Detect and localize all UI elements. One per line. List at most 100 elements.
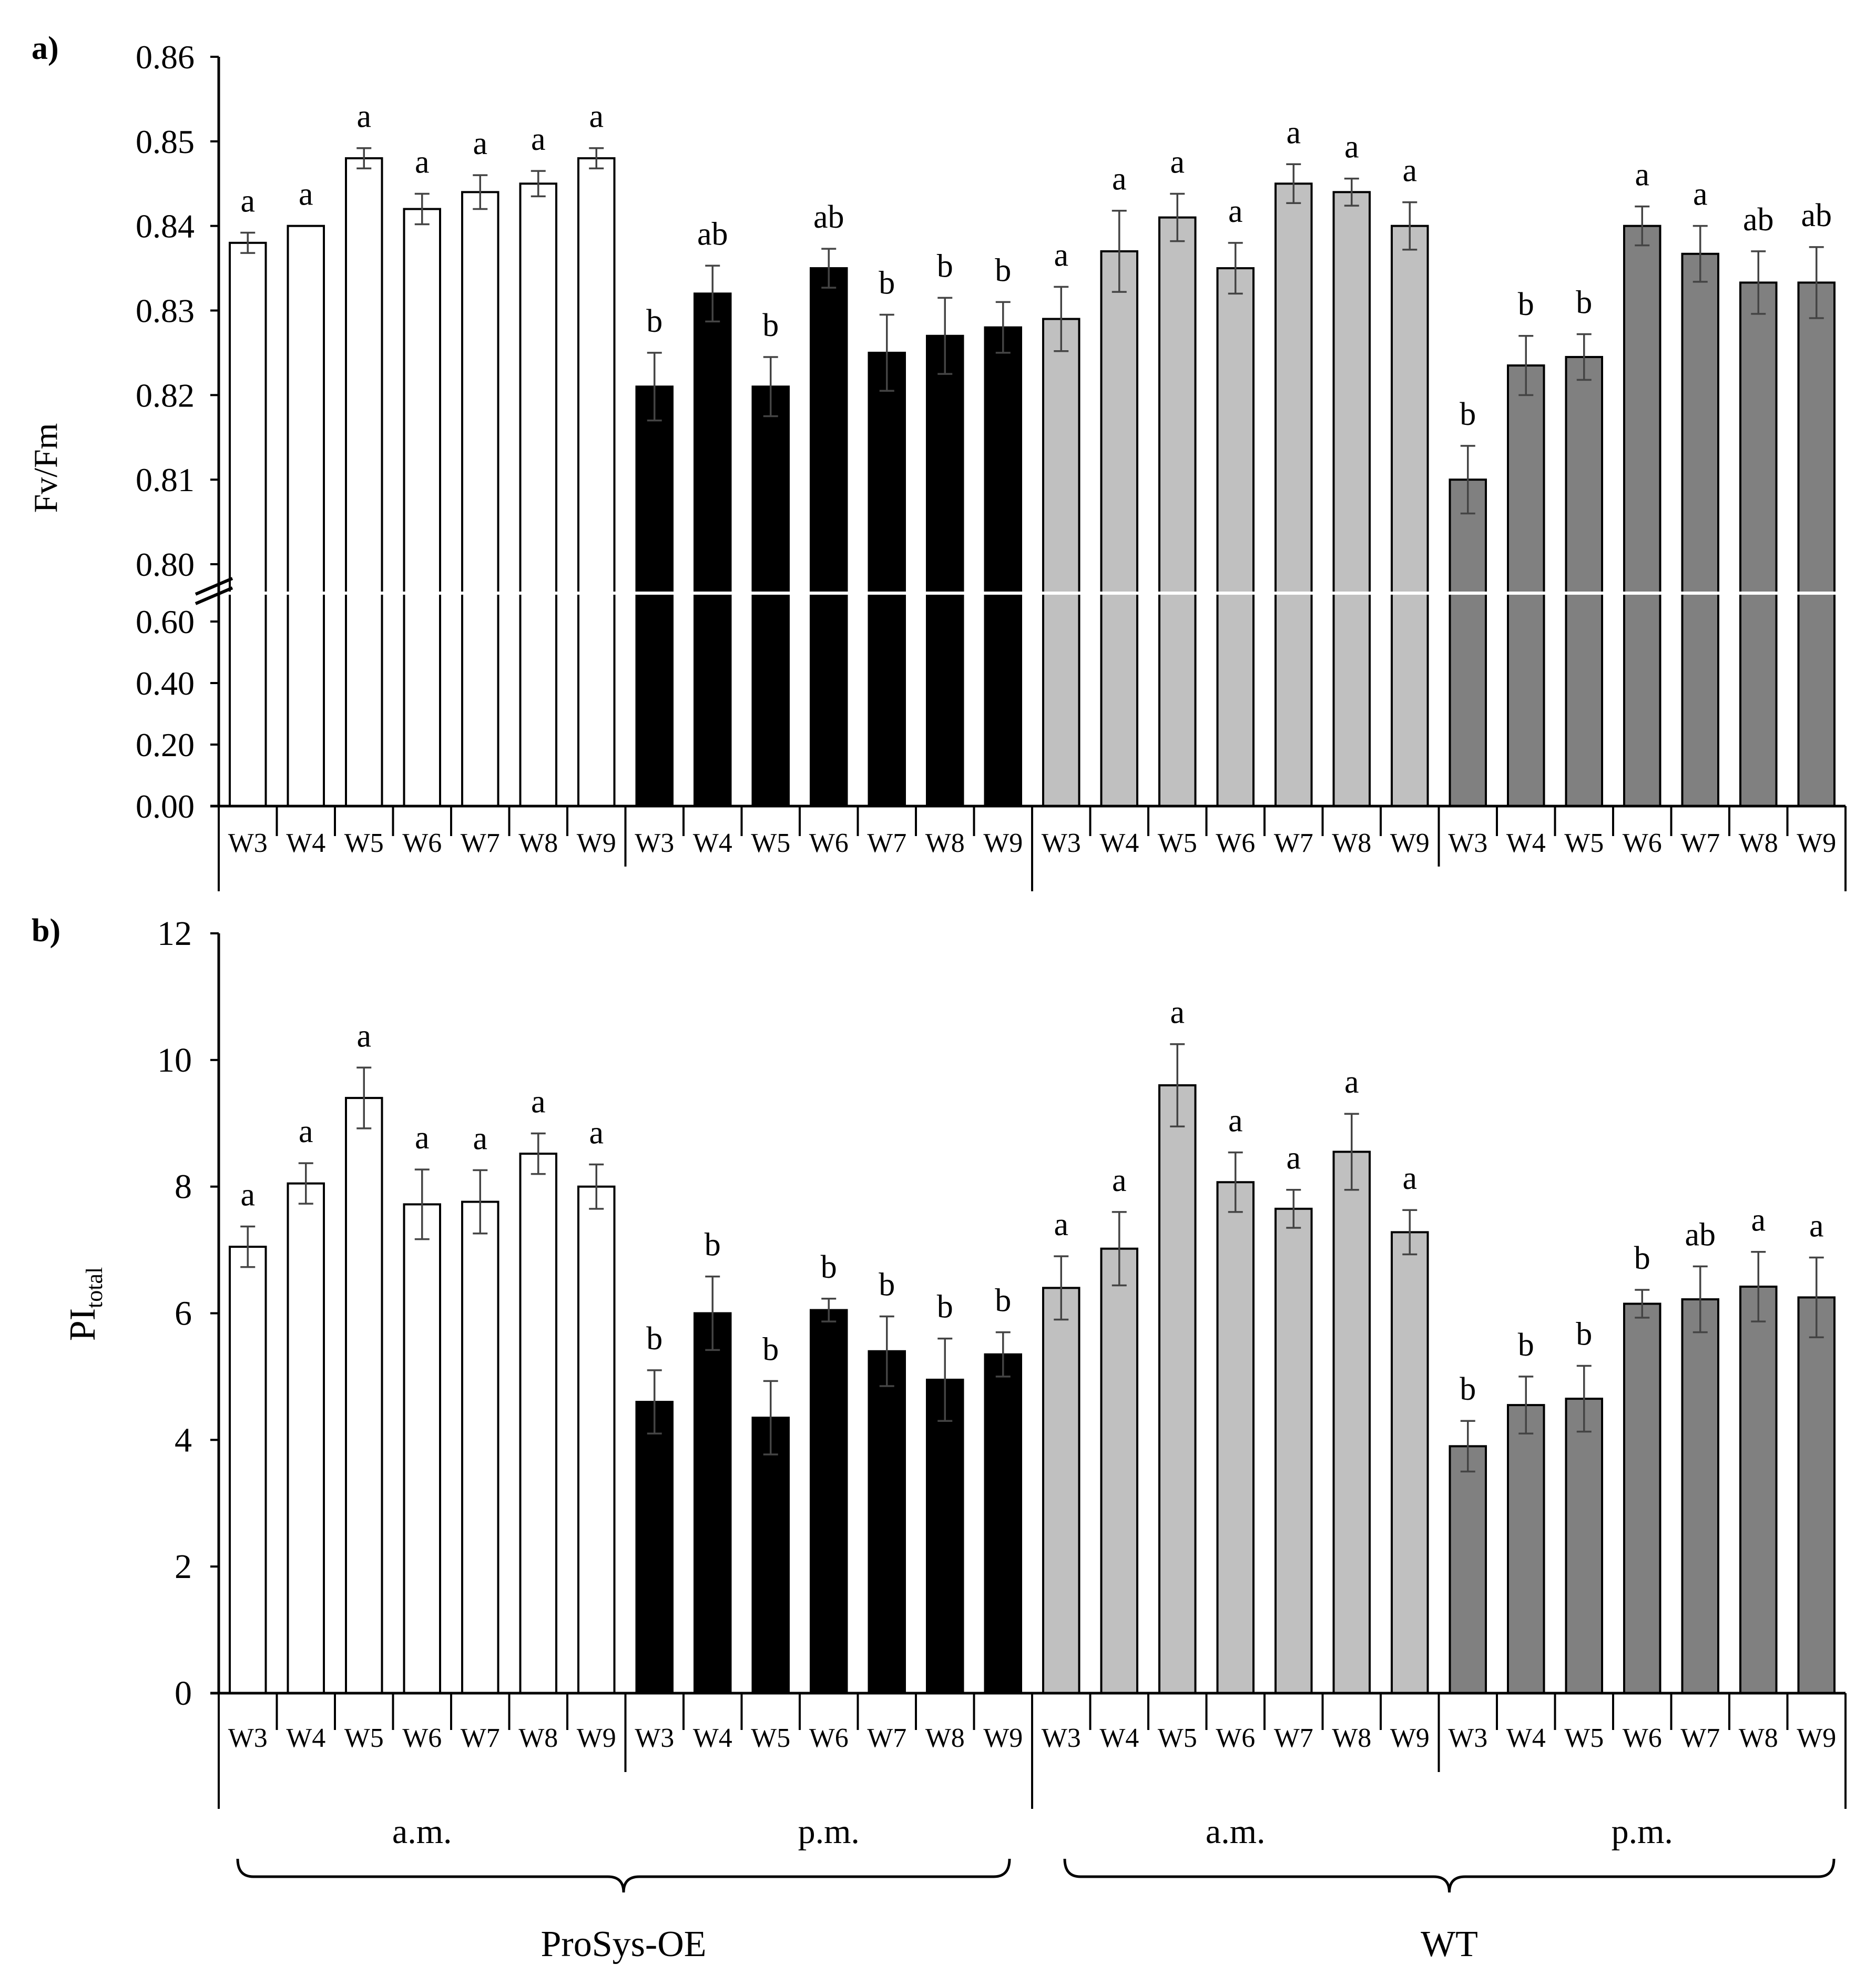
panel-b-bar [1449, 1445, 1487, 1694]
panel-a-y-tick-label: 0.80 [136, 546, 195, 583]
panel-a-x-category-label: W8 [518, 828, 558, 858]
panel-a-significance-letter: b [1576, 285, 1592, 321]
panel-a-significance-letter: b [879, 266, 895, 301]
panel-b-significance-letter: a [299, 1114, 313, 1149]
panel-b-x-category-label: W8 [518, 1723, 558, 1753]
panel-a-y-tick-label: 0.60 [136, 603, 195, 640]
panel-b-x-category-label: W6 [809, 1723, 849, 1753]
panel-b-significance-letter: a [1170, 995, 1185, 1031]
panel-b-significance-letter: a [1402, 1161, 1417, 1196]
genotype-label-wt: WT [1421, 1924, 1478, 1964]
panel-a-significance-letter: a [299, 177, 313, 212]
panel-a-significance-letter: b [937, 248, 953, 284]
panel-a-bar [1739, 281, 1778, 807]
panel-b-y-tick-label: 6 [175, 1295, 192, 1333]
panel-b-bar [461, 1200, 499, 1694]
panel-a-x-category-label: W3 [1448, 828, 1487, 858]
panel-b-x-category-label: W9 [1390, 1723, 1430, 1753]
panel-b-bar [1506, 1404, 1545, 1695]
panel-a-x-category-label: W8 [1739, 828, 1778, 858]
panel-b-y-tick-label: 0 [175, 1674, 192, 1713]
panel-a-significance-letter: a [1635, 157, 1649, 193]
panel-a-bar [577, 157, 616, 807]
panel-a-x-category-label: W4 [286, 828, 325, 858]
panel-b-bar [1100, 1247, 1139, 1695]
panel-b-significance-letter: b [1576, 1316, 1592, 1352]
panel-b-bar [287, 1182, 325, 1694]
panel-a-y-tick-label: 0.85 [136, 123, 195, 160]
panel-a-bar [693, 292, 732, 807]
panel-a-x-category-label: W3 [635, 828, 674, 858]
panel-b-x-category-label: W3 [1042, 1723, 1081, 1753]
panel-b-significance-letter: a [1054, 1207, 1068, 1243]
panel-b-bar [635, 1401, 674, 1694]
panel-a-significance-letter: b [1518, 287, 1534, 322]
panel-b-x-category-label: W5 [751, 1723, 790, 1753]
panel-b-significance-letter: a [1286, 1141, 1301, 1176]
panel-b-y-tick-label: 12 [157, 914, 192, 953]
panel-a-bar [925, 334, 964, 807]
panel-a-significance-letter: b [1460, 396, 1476, 432]
panel-b-x-category-label: W6 [1216, 1723, 1255, 1753]
panel-b-bar [984, 1353, 1023, 1694]
panel-a-y-tick-label: 0.20 [136, 726, 195, 764]
panel-a-x-category-label: W7 [1680, 828, 1720, 858]
group-labels: a.m. p.m. a.m. p.m. ProSys-OE WT [236, 1813, 1836, 1964]
panel-a-significance-letter: a [1170, 145, 1185, 180]
panel-a-x-category-label: W9 [1390, 828, 1430, 858]
panel-a-y-axis-label: Fv/Fm [27, 423, 64, 513]
panel-b-bar [1739, 1285, 1778, 1695]
panel-b-y-tick-label: 4 [175, 1421, 192, 1459]
panel-b-x-category-label: W4 [1099, 1723, 1139, 1753]
panel-b-bar [1390, 1231, 1429, 1695]
panel-b-x-category-label: W9 [1797, 1723, 1836, 1753]
panel-b-bar [1623, 1302, 1661, 1694]
panel-b-bar [519, 1153, 558, 1694]
panel-a-axis-break-band [220, 592, 1847, 595]
panel-a-y-tick-label: 0.00 [136, 788, 195, 825]
wt-brace [1063, 1858, 1836, 1893]
panel-a-axis-break-mark [195, 577, 233, 596]
panel-a-bar [1506, 364, 1545, 807]
panel-b-x-category-label: W4 [1506, 1723, 1546, 1753]
panel-b-significance-letter: b [762, 1331, 779, 1367]
time-of-day-label: a.m. [1206, 1813, 1266, 1851]
panel-b-bar [868, 1350, 906, 1694]
panel-a-bar [519, 182, 558, 807]
panel-a-significance-letter: a [1344, 129, 1359, 165]
panel-a-significance-letter: b [995, 252, 1011, 288]
panel-a-x-category-label: W5 [1158, 828, 1197, 858]
panel-b-significance-letter: a [1751, 1203, 1766, 1238]
panel-a-x-category-label: W7 [1274, 828, 1313, 858]
panel-a-significance-letter: a [1693, 177, 1708, 212]
panel-b-bar [577, 1185, 616, 1695]
panel-a-y-tick-label: 0.84 [136, 208, 195, 245]
time-of-day-label: p.m. [1612, 1813, 1673, 1851]
panel-b-bar [1042, 1287, 1080, 1694]
panel-a-significance-letter: a [415, 145, 430, 180]
panel-b-significance-letter: a [531, 1084, 546, 1120]
panel-a-bar [868, 351, 906, 807]
panel-a-bar [403, 208, 442, 807]
panel-a-axis-break-mark [195, 586, 233, 605]
panel-a-x-category-label: W3 [228, 828, 268, 858]
panel-b-significance-letter: b [821, 1249, 837, 1285]
panel-a-significance-letter: a [1402, 153, 1417, 189]
panel-b-x-category-label: W8 [925, 1723, 965, 1753]
panel-a-x-category-label: W6 [1623, 828, 1662, 858]
panel-b-x-category-label: W6 [1623, 1723, 1662, 1753]
panel-a-x-category-label: W4 [1506, 828, 1546, 858]
panel-a-x-category-label: W4 [1099, 828, 1139, 858]
panel-a-significance-letter: a [473, 126, 487, 161]
panel-a-bar [1158, 216, 1197, 807]
panel-b-x-category-label: W6 [402, 1723, 442, 1753]
panel-a-bar [1274, 182, 1313, 807]
panel-a-x-category-label: W8 [1332, 828, 1371, 858]
panel-a-x-category-label: W5 [1564, 828, 1604, 858]
panel-a-y-tick-label: 0.82 [136, 376, 195, 414]
panel-a-bar [461, 191, 499, 807]
panel-a-bar [287, 225, 325, 808]
panel-a-significance-letter: ab [1743, 202, 1774, 238]
panel-a-significance-letter: b [646, 303, 662, 339]
